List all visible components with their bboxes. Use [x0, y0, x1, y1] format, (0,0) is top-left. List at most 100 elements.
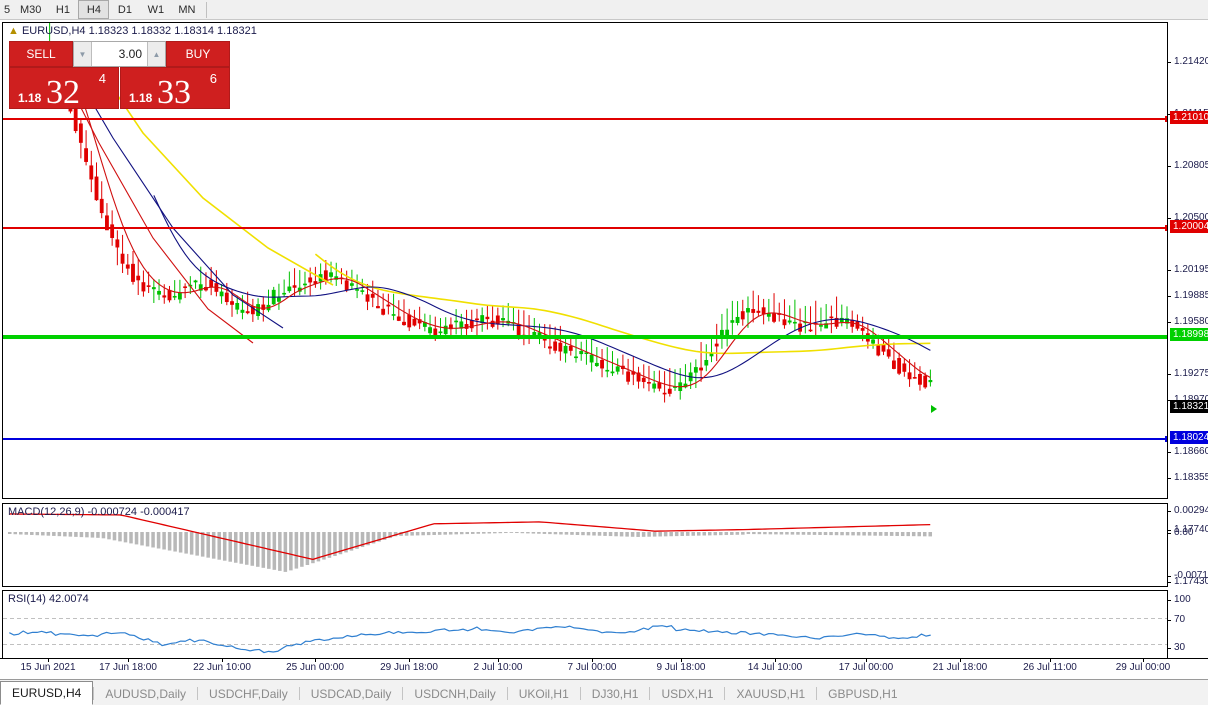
price-marker-resistance-3[interactable]: 1.18998	[1170, 328, 1208, 341]
time-tick-label: 17 Jun 18:00	[99, 662, 157, 673]
price-tick: 1.20195	[1168, 264, 1208, 275]
timeframe-button-h4[interactable]: H4	[78, 0, 110, 19]
timeframe-toolbar: 5 M30 H1 H4 D1 W1 MN	[0, 0, 1208, 20]
chart-ohlc-values: 1.18323 1.18332 1.18314 1.18321	[88, 25, 257, 37]
tab-divider	[724, 687, 726, 700]
price-tick: 1.19275	[1168, 368, 1208, 379]
volume-decrease-icon[interactable]: ▼	[74, 42, 92, 66]
time-tick-mark	[1050, 659, 1051, 662]
level-handle[interactable]	[1165, 225, 1167, 231]
chart-symbol-header: ▲ EURUSD,H4 1.18323 1.18332 1.18314 1.18…	[8, 25, 257, 37]
time-tick-label: 7 Jul 00:00	[567, 662, 617, 673]
time-axis: 15 Jun 2021 17 Jun 18:00 22 Jun 10:00 25 Ju…	[0, 658, 1208, 678]
chart-tab-usdx-h1[interactable]: USDX,H1	[661, 687, 714, 701]
time-tick-mark	[1143, 659, 1144, 662]
chart-tab-gbpusd-h1[interactable]: GBPUSD,H1	[828, 687, 898, 701]
time-tick-mark	[222, 659, 223, 662]
chart-tab-usdcad-daily[interactable]: USDCAD,Daily	[310, 687, 392, 701]
trade-panel-prices: 1.18 32 4 1.18 33 6	[9, 67, 230, 111]
timeframe-button-d1[interactable]: D1	[117, 3, 132, 16]
time-tick-label: 22 Jun 10:00	[193, 662, 251, 673]
chart-tab-audusd-daily[interactable]: AUDUSD,Daily	[105, 687, 187, 701]
time-tick-mark	[681, 659, 682, 662]
price-tick: 1.18970	[1168, 394, 1208, 405]
buy-price-display[interactable]: 1.18 33 6	[120, 67, 230, 111]
time-tick-mark	[960, 659, 961, 662]
macd-title: MACD(12,26,9) -0.000724 -0.000417	[8, 506, 190, 518]
time-tick-mark	[128, 659, 129, 662]
level-line-resistance-1-20004[interactable]	[3, 225, 1167, 231]
price-marker-resistance-1[interactable]: 1.21010	[1170, 111, 1208, 124]
macd-tick: 0.002947	[1168, 505, 1208, 516]
chart-tab-eurusd-h4[interactable]: EURUSD,H4	[0, 681, 94, 705]
toolbar-divider	[206, 1, 208, 18]
price-tick: 1.17430	[1168, 576, 1208, 587]
timeframe-button-mn[interactable]: MN	[178, 3, 196, 16]
price-marker-support[interactable]: 1.18024	[1170, 431, 1208, 444]
chart-tab-dj30-h1[interactable]: DJ30,H1	[591, 687, 639, 701]
macd-pane[interactable]: MACD(12,26,9) -0.000724 -0.000417	[2, 503, 1168, 587]
rsi-tick: 100	[1168, 594, 1191, 605]
rsi-tick: 70	[1168, 614, 1185, 625]
chart-tab-usdchf-daily[interactable]: USDCHF,Daily	[209, 687, 288, 701]
price-tick: 1.19580	[1168, 316, 1208, 327]
time-tick-label: 15 Jun 2021	[20, 662, 76, 673]
tab-divider	[579, 687, 581, 700]
chart-tab-bar: EURUSD,H4 AUDUSD,Daily USDCHF,Daily USDCAD,…	[0, 679, 1208, 705]
price-tick: 1.21420	[1168, 56, 1208, 67]
time-tick-label: 9 Jul 18:00	[656, 662, 706, 673]
rsi-plot	[3, 618, 1167, 654]
price-marker-current: 1.18321	[1170, 400, 1208, 413]
time-tick-mark	[775, 659, 776, 662]
price-tick: 1.20500	[1168, 212, 1208, 223]
tab-divider	[402, 687, 404, 700]
time-tick-label: 21 Jul 18:00	[932, 662, 988, 673]
macd-tick: -0.007151	[1168, 570, 1208, 581]
chart-tab-xauusd-h1[interactable]: XAUUSD,H1	[736, 687, 806, 701]
trade-panel-controls: SELL ▼ 3.00 ▲ BUY	[9, 41, 230, 67]
chart-symbol-label: EURUSD,H4	[21, 25, 86, 37]
tab-divider	[197, 687, 199, 700]
timeframe-button-h1[interactable]: H1	[55, 3, 70, 16]
chart-tab-usdcnh-daily[interactable]: USDCNH,Daily	[414, 687, 496, 701]
level-handle[interactable]	[1165, 436, 1167, 442]
time-tick-mark	[409, 659, 410, 662]
timeframe-button-m5[interactable]: 5	[3, 3, 11, 16]
time-tick-label: 14 Jul 10:00	[747, 662, 803, 673]
time-tick-label: 26 Jul 11:00	[1023, 662, 1077, 673]
price-tick: 1.19885	[1168, 290, 1208, 301]
sell-price-prefix: 1.18	[18, 91, 42, 105]
level-line-resistance-1-21010[interactable]	[3, 116, 1167, 122]
volume-increase-icon[interactable]: ▲	[147, 42, 165, 66]
level-handle[interactable]	[1165, 116, 1167, 122]
one-click-trading-panel[interactable]: SELL ▼ 3.00 ▲ BUY 1.18 32 4 1.18	[9, 41, 230, 111]
level-line-support-1-18024[interactable]	[3, 436, 1167, 442]
time-tick-label: 17 Jul 00:00	[838, 662, 894, 673]
chart-collapse-arrow-icon[interactable]: ▲	[8, 25, 19, 37]
volume-input[interactable]: 3.00	[92, 42, 147, 66]
level-line-resistance-1-18998[interactable]	[3, 335, 1167, 339]
price-axis[interactable]: 1.21420 1.21115 1.20805 1.20500 1.20195 …	[1168, 42, 1208, 587]
price-pane[interactable]: ▲ EURUSD,H4 1.18323 1.18332 1.18314 1.18…	[2, 22, 1168, 499]
sell-button[interactable]: SELL	[9, 41, 73, 67]
sell-price-fraction: 4	[98, 71, 106, 86]
tab-divider	[649, 687, 651, 700]
timeframe-button-w1[interactable]: W1	[147, 3, 165, 16]
time-tick-mark	[498, 659, 499, 662]
price-tick: 1.18660	[1168, 446, 1208, 457]
time-tick-label: 29 Jun 18:00	[380, 662, 438, 673]
buy-price-main: 33	[157, 74, 191, 111]
rsi-tick: 30	[1168, 642, 1185, 653]
tab-divider	[816, 687, 818, 700]
time-tick-mark	[48, 659, 49, 662]
volume-stepper[interactable]: ▼ 3.00 ▲	[73, 41, 166, 67]
rsi-title: RSI(14) 42.0074	[8, 593, 89, 605]
price-tick: 1.20805	[1168, 160, 1208, 171]
timeframe-button-m30[interactable]: M30	[20, 3, 42, 16]
sell-price-display[interactable]: 1.18 32 4	[9, 67, 119, 110]
buy-button[interactable]: BUY	[166, 41, 230, 67]
chart-tab-ukoil-h1[interactable]: UKOil,H1	[518, 687, 569, 701]
time-tick-label: 29 Jul 00:00	[1115, 662, 1171, 673]
price-marker-resistance-2[interactable]: 1.20004	[1170, 220, 1208, 233]
